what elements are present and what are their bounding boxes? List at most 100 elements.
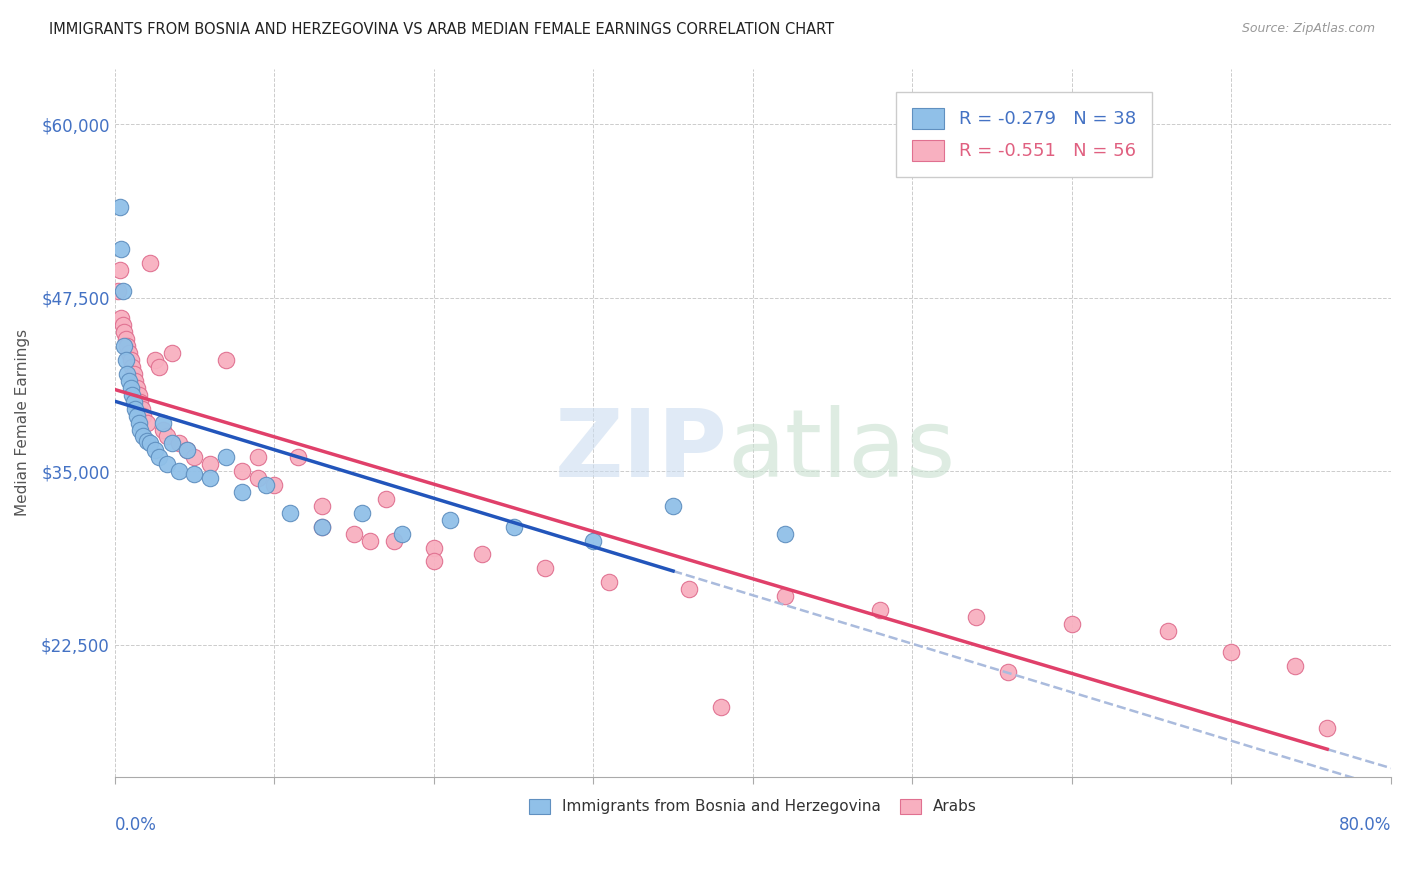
Text: atlas: atlas xyxy=(727,405,956,497)
Point xyxy=(263,478,285,492)
Point xyxy=(111,284,134,298)
Point xyxy=(247,450,270,465)
Point xyxy=(108,263,131,277)
Point xyxy=(135,434,157,448)
Point xyxy=(502,519,524,533)
Point xyxy=(662,499,685,513)
Point xyxy=(125,409,148,423)
Point xyxy=(160,436,183,450)
Point xyxy=(124,401,146,416)
Point xyxy=(254,478,277,492)
Text: IMMIGRANTS FROM BOSNIA AND HERZEGOVINA VS ARAB MEDIAN FEMALE EARNINGS CORRELATIO: IMMIGRANTS FROM BOSNIA AND HERZEGOVINA V… xyxy=(49,22,834,37)
Legend: Immigrants from Bosnia and Herzegovina, Arabs: Immigrants from Bosnia and Herzegovina, … xyxy=(522,791,984,822)
Point xyxy=(350,506,373,520)
Point xyxy=(773,589,796,603)
Point xyxy=(965,610,987,624)
Point xyxy=(139,256,162,270)
Point xyxy=(129,423,152,437)
Point xyxy=(115,332,138,346)
Point xyxy=(200,471,222,485)
Point xyxy=(534,561,557,575)
Point xyxy=(143,443,166,458)
Point xyxy=(128,388,150,402)
Y-axis label: Median Female Earnings: Median Female Earnings xyxy=(15,329,30,516)
Point xyxy=(121,388,143,402)
Point xyxy=(231,485,253,500)
Point xyxy=(167,464,190,478)
Point xyxy=(200,457,222,471)
Point xyxy=(112,339,135,353)
Point xyxy=(117,367,139,381)
Point xyxy=(176,443,198,458)
Point xyxy=(120,353,142,368)
Point xyxy=(156,429,179,443)
Point xyxy=(287,450,309,465)
Point xyxy=(1220,645,1243,659)
Text: 0.0%: 0.0% xyxy=(115,815,156,833)
Point xyxy=(678,582,700,597)
Point xyxy=(598,575,620,590)
Point xyxy=(710,700,733,714)
Point xyxy=(152,423,174,437)
Point xyxy=(869,603,891,617)
Point xyxy=(374,491,396,506)
Point xyxy=(148,450,170,465)
Point xyxy=(120,381,142,395)
Point xyxy=(152,416,174,430)
Point xyxy=(582,533,605,548)
Point xyxy=(135,416,157,430)
Point xyxy=(115,353,138,368)
Point xyxy=(1316,721,1339,735)
Point xyxy=(183,467,205,481)
Point xyxy=(215,450,238,465)
Point xyxy=(108,200,131,214)
Point xyxy=(132,429,155,443)
Point xyxy=(423,541,446,555)
Point xyxy=(167,436,190,450)
Point xyxy=(143,353,166,368)
Point xyxy=(343,526,366,541)
Point xyxy=(1284,658,1306,673)
Point xyxy=(423,554,446,568)
Point xyxy=(311,519,333,533)
Point xyxy=(110,311,132,326)
Point xyxy=(112,326,135,340)
Point xyxy=(139,436,162,450)
Point xyxy=(148,359,170,374)
Point xyxy=(311,519,333,533)
Point xyxy=(997,665,1019,680)
Point xyxy=(117,339,139,353)
Point xyxy=(124,374,146,388)
Point xyxy=(107,284,129,298)
Point xyxy=(129,394,152,409)
Point xyxy=(773,526,796,541)
Point xyxy=(118,346,141,360)
Point xyxy=(156,457,179,471)
Point xyxy=(125,381,148,395)
Point xyxy=(247,471,270,485)
Point xyxy=(471,548,494,562)
Point xyxy=(1156,624,1178,638)
Point xyxy=(176,443,198,458)
Text: ZIP: ZIP xyxy=(554,405,727,497)
Point xyxy=(391,526,413,541)
Text: 80.0%: 80.0% xyxy=(1339,815,1391,833)
Point xyxy=(278,506,301,520)
Point xyxy=(128,416,150,430)
Point xyxy=(359,533,381,548)
Point xyxy=(122,367,145,381)
Point xyxy=(439,513,461,527)
Point xyxy=(231,464,253,478)
Text: Source: ZipAtlas.com: Source: ZipAtlas.com xyxy=(1241,22,1375,36)
Point xyxy=(131,401,153,416)
Point xyxy=(122,394,145,409)
Point xyxy=(110,242,132,256)
Point xyxy=(160,346,183,360)
Point xyxy=(118,374,141,388)
Point xyxy=(121,359,143,374)
Point xyxy=(215,353,238,368)
Point xyxy=(132,409,155,423)
Point xyxy=(1060,616,1083,631)
Point xyxy=(382,533,405,548)
Point xyxy=(183,450,205,465)
